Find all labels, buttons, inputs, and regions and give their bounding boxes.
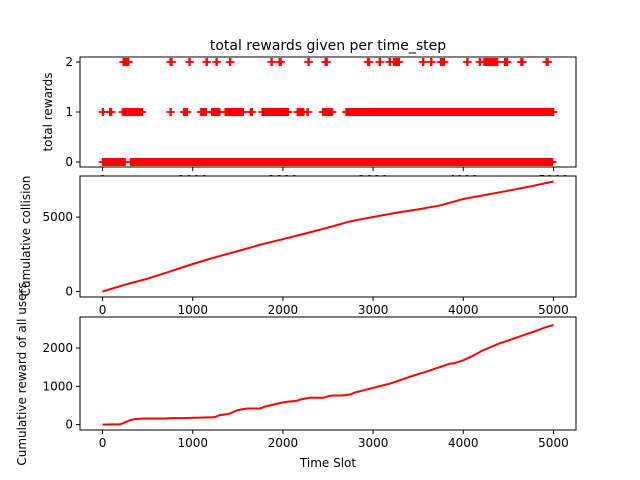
panel-reward-x-tick-label: 0 xyxy=(99,436,107,450)
panel-collision-frame xyxy=(79,175,577,298)
panel-rewards-marker xyxy=(167,108,176,116)
panel-rewards-marker xyxy=(186,58,195,66)
panel-rewards-marker xyxy=(463,58,472,66)
panel-rewards-marker xyxy=(376,58,385,66)
panel-collision-x-tick-label: 5000 xyxy=(538,303,569,317)
panel-collision-x-tick-label: 3000 xyxy=(358,303,389,317)
panel-rewards-marker xyxy=(365,58,374,66)
panel-collision-y-tick-label: 0 xyxy=(65,285,73,299)
panel-rewards-marker xyxy=(544,58,553,66)
panel-rewards-title: total rewards given per time_step xyxy=(210,38,446,54)
panel-collision-x-axis: 0 1000 2000 3000 4000 5000 xyxy=(99,297,569,317)
panel-rewards-y-tick-label: 0 xyxy=(65,155,73,169)
panel-reward: 0 1000 2000 3000 4000 5000 0 1000 2000 Time Slo… xyxy=(15,282,577,470)
panel-rewards-marker xyxy=(213,58,222,66)
panel-collision-x-tick-label: 4000 xyxy=(448,303,479,317)
panel-rewards-marker xyxy=(248,108,257,116)
panel-rewards-marker xyxy=(277,58,286,66)
panel-rewards-marker xyxy=(124,58,133,66)
panel-reward-y-tick-label: 2000 xyxy=(42,341,73,355)
panel-reward-y-tick-label: 1000 xyxy=(42,379,73,393)
panel-reward-x-tick-label: 3000 xyxy=(358,436,389,450)
panel-rewards: total rewards given per time_step 010002… xyxy=(41,38,577,187)
panel-rewards-marks xyxy=(98,58,558,166)
panel-rewards-marker xyxy=(395,58,404,66)
panel-rewards-marker xyxy=(138,108,147,116)
panel-reward-series-line xyxy=(102,324,554,426)
panel-rewards-y-tick-label: 2 xyxy=(65,55,73,69)
panel-reward-x-tick-label: 1000 xyxy=(177,436,208,450)
panel-rewards-marker xyxy=(440,58,449,66)
panel-rewards-y-tick-label: 1 xyxy=(65,105,73,119)
panel-rewards-marker xyxy=(493,58,502,66)
panel-rewards-marker xyxy=(503,58,512,66)
panel-collision-y-axis: 0 5000 xyxy=(42,210,80,299)
panel-reward-frame xyxy=(79,316,577,431)
panel-reward-y-label: Cumulative reward of all users xyxy=(15,282,29,465)
panel-rewards-marker xyxy=(284,108,293,116)
panel-rewards-marker xyxy=(305,58,314,66)
panel-rewards-marker xyxy=(328,108,337,116)
panel-collision-y-tick-label: 5000 xyxy=(42,210,73,224)
panel-rewards-marker xyxy=(419,58,428,66)
panel-rewards-marker xyxy=(518,58,527,66)
panel-reward-x-label: Time Slot xyxy=(299,456,356,470)
panel-rewards-marker xyxy=(183,108,192,116)
panel-rewards-y-axis: 0 1 2 xyxy=(65,55,80,169)
panel-rewards-y-label: total rewards xyxy=(41,72,55,151)
panel-collision: 0 1000 2000 3000 4000 5000 0 5000 Cumulative c… xyxy=(19,175,577,317)
panel-rewards-marker xyxy=(549,108,558,116)
panel-reward-x-tick-label: 5000 xyxy=(538,436,569,450)
panel-rewards-marker xyxy=(548,158,557,166)
panel-collision-x-tick-label: 0 xyxy=(99,303,107,317)
panel-rewards-marker xyxy=(226,58,235,66)
panel-reward-x-axis: 0 1000 2000 3000 4000 5000 xyxy=(99,430,569,450)
panel-rewards-marker xyxy=(203,58,212,66)
panel-collision-x-tick-label: 2000 xyxy=(268,303,299,317)
panel-rewards-marker xyxy=(268,58,277,66)
panel-rewards-marker xyxy=(304,108,313,116)
panel-reward-x-tick-label: 2000 xyxy=(268,436,299,450)
panel-rewards-marker xyxy=(427,58,436,66)
panel-rewards-marker xyxy=(323,58,332,66)
panel-rewards-marker xyxy=(107,108,116,116)
panel-reward-x-tick-label: 4000 xyxy=(448,436,479,450)
panel-collision-series-line xyxy=(102,180,554,293)
panel-collision-y-label: Cumulative collision xyxy=(19,176,33,297)
panel-reward-y-tick-label: 0 xyxy=(65,418,73,432)
panel-reward-y-axis: 0 1000 2000 xyxy=(42,341,80,432)
panel-rewards-marker xyxy=(239,108,248,116)
panel-collision-x-tick-label: 1000 xyxy=(177,303,208,317)
panel-rewards-marker xyxy=(167,58,176,66)
